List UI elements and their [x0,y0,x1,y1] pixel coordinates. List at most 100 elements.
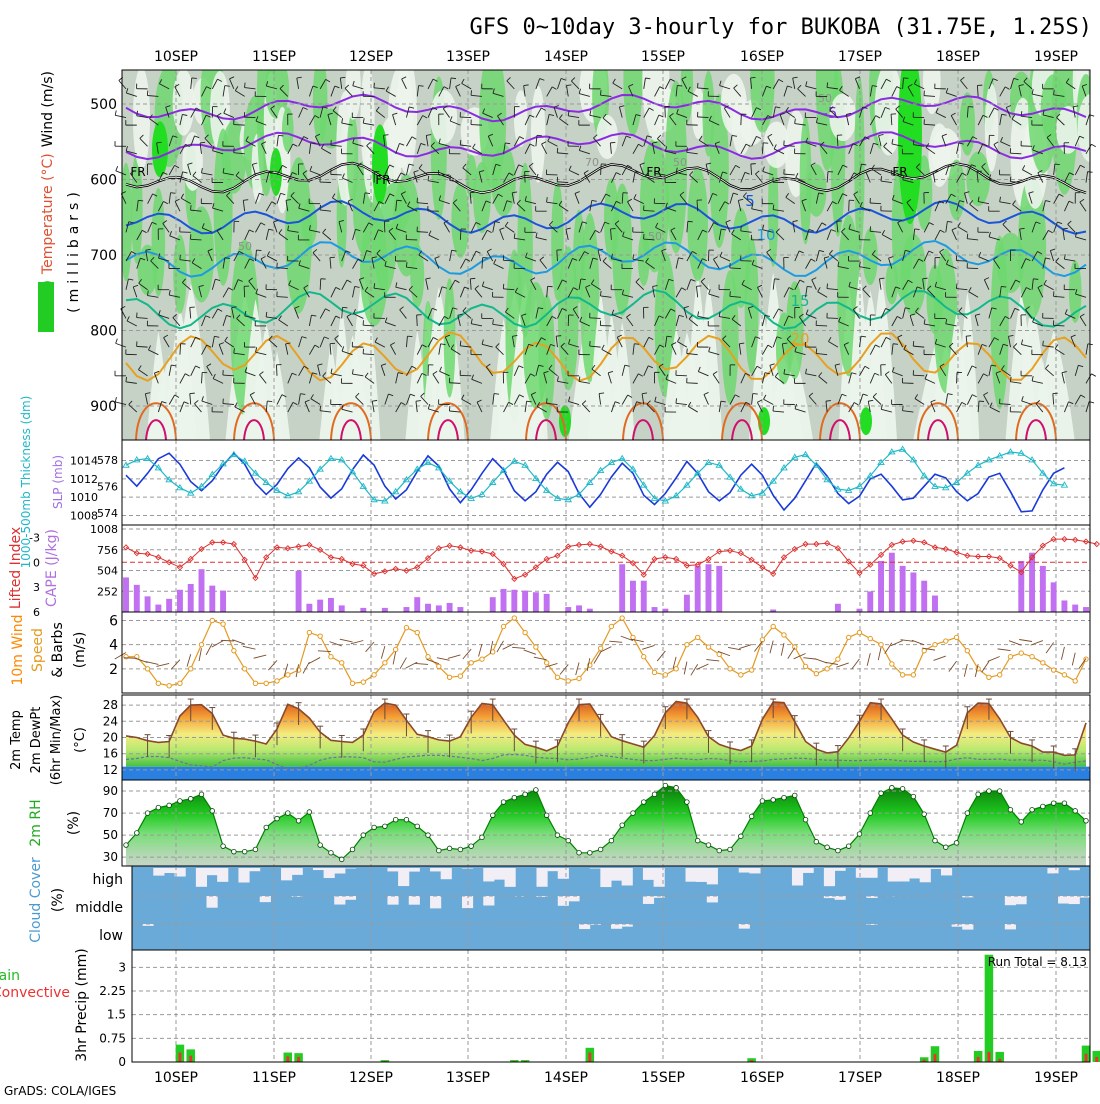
clear-sky-cell [941,868,952,875]
wind-speed-point [1008,655,1012,659]
surface-wind-barb [329,642,341,646]
wind-units: (m/s) [72,632,88,669]
surface-wind-barb [642,645,654,649]
wind-speed-point [965,648,969,652]
rh-legend-swatch [38,282,54,332]
clear-sky-cell [1069,868,1080,870]
wind-barb-flag [741,226,742,231]
surface-wind-barb [657,651,665,661]
rh-tick-label: 50 [103,828,118,842]
surface-wind-barb [964,664,967,677]
cape-bar [716,566,722,612]
wind-barb [191,239,202,240]
wind-speed-point [286,673,290,677]
wind-speed-point [577,676,581,680]
surface-wind-barb [309,657,320,663]
wind-speed-point [555,675,559,679]
rh-contour-label: 50 [648,230,662,243]
clear-sky-cell [558,868,569,879]
surface-wind-barb [1046,643,1054,654]
surface-wind-barb [463,649,471,659]
wind-speed-point [534,645,538,649]
surface-wind-barb [803,658,816,659]
cape-bar [630,581,636,612]
wind-barb-flag [138,200,143,201]
clear-sky-cell [387,896,398,905]
rh-point [782,795,787,800]
wind-barb [276,365,277,376]
rh-point [976,792,981,797]
wind-speed-point [998,673,1002,677]
rh-point [577,850,582,855]
wind-barb [601,164,602,175]
rh-point [1051,801,1056,806]
contour-label: -5 [823,104,838,122]
rh-moist-patch [189,206,214,302]
precip-convective-bar [1095,1057,1098,1062]
wind-speed-point [674,667,678,671]
rh-point [210,809,215,814]
clear-sky-cell [707,896,718,902]
cape-bar [910,572,916,612]
clear-sky-cell [196,868,207,887]
clear-sky-cell [164,868,175,873]
wind-barb [967,268,978,269]
lifted-ylabel: Lifted Index [8,527,24,609]
rh-contour-label: 50 [673,156,687,169]
rh-point [641,800,646,805]
wind-barb-flag [180,255,181,260]
clear-sky-cell [568,896,579,901]
cape-bar [511,590,517,612]
bottom-date-label: 19SEP [1034,1070,1078,1086]
thickness-tick-label: 574 [97,507,118,520]
surface-wind-barb [1072,653,1075,666]
rh-point [437,848,442,853]
temp-units: (°C) [73,727,88,753]
cape-bar [652,607,658,612]
wind-speed-point [793,645,797,649]
rh-point [566,838,571,843]
cape-bar [425,604,431,612]
rh-point [383,824,388,829]
precip-convective-bar [1085,1054,1088,1062]
surface-wind-barb [1061,647,1064,660]
rh-moist-patch [152,188,166,296]
thickness-tick-label: 576 [97,480,118,493]
clear-sky-cell [398,868,409,886]
wind-barb [244,286,245,297]
wind-barb [449,383,460,384]
wind-speed-point [900,673,904,677]
surface-wind-barb [912,640,924,644]
wind-barb [331,174,342,175]
surface-wind-barb [788,648,795,659]
pressure-tick-label: 500 [90,97,117,113]
rh-point [145,811,150,816]
precip-convective-bar [988,1052,991,1062]
rh-point [350,847,355,852]
top-date-label: 11SEP [252,49,296,65]
precip-frame [132,950,1090,1062]
clear-sky-cell [207,868,218,875]
cape-bar [339,605,345,612]
cape-bar [1040,566,1046,612]
clear-sky-cell [962,924,973,930]
wind-speed-point [825,667,829,671]
rh-ylabel: 2m RH [28,799,44,846]
cape-bar [706,564,712,612]
clear-sky-cell [1005,924,1016,929]
cape-bar [123,577,129,612]
wind-speed-point [242,667,246,671]
wind-barb-flag [1033,279,1038,280]
surface-wind-barb [560,664,568,674]
wind-speed-point [437,664,441,668]
precip-convective-label: Convective [0,985,70,1001]
wind-tick-label: 2 [109,662,118,678]
contour-label: FR [646,165,661,179]
wind-barb-flag [1091,374,1095,376]
wind-speed-point [426,655,430,659]
wind-speed-point [318,634,322,638]
rh-point [674,785,679,790]
